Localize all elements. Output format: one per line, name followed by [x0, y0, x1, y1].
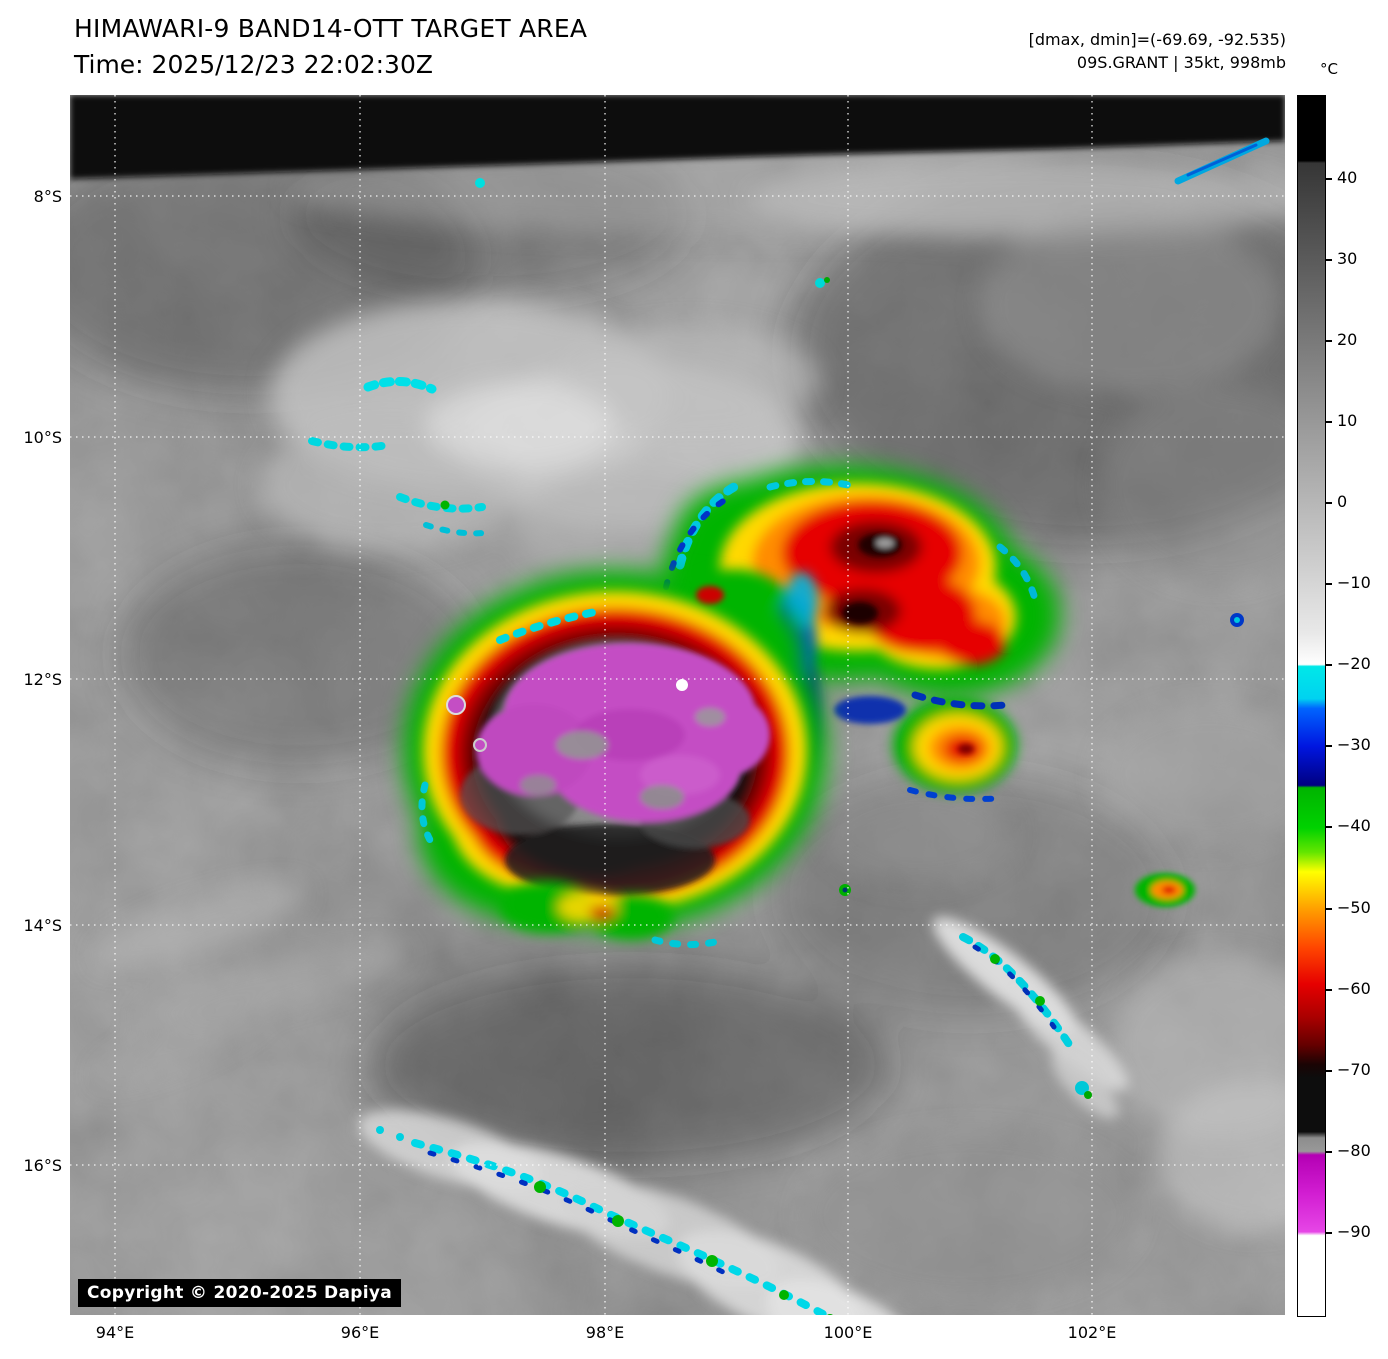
copyright-label: Copyright © 2020-2025 Dapiya — [78, 1279, 401, 1307]
colorbar-tick-mark — [1325, 421, 1332, 423]
colorbar-tick-neg-80: −80 — [1337, 1141, 1371, 1160]
lat-label-8s: 8°S — [33, 187, 62, 206]
colorbar-tick-neg-90: −90 — [1337, 1222, 1371, 1241]
dmax-dmin-readout: [dmax, dmin]=(-69.69, -92.535) — [1028, 30, 1286, 49]
colorbar-tick-mark — [1325, 989, 1332, 991]
colorbar-tick-mark — [1325, 583, 1332, 585]
lat-label-14s: 14°S — [23, 916, 62, 935]
lon-label-94e: 94°E — [95, 1323, 135, 1342]
colorbar-tick-mark — [1325, 1070, 1332, 1072]
colorbar-unit-label: °C — [1320, 60, 1338, 78]
colorbar — [1297, 95, 1326, 1317]
colorbar-tick-mark — [1325, 178, 1332, 180]
map-area: Copyright © 2020-2025 Dapiya — [70, 95, 1285, 1315]
colorbar-tick-mark — [1325, 745, 1332, 747]
colorbar-tick-mark — [1325, 340, 1332, 342]
header-right: [dmax, dmin]=(-69.69, -92.535) 09S.GRANT… — [1029, 28, 1286, 74]
colorbar-tick-30: 30 — [1337, 249, 1358, 268]
colorbar-tick-mark — [1325, 502, 1332, 504]
colorbar-tick-0: 0 — [1337, 492, 1348, 511]
satellite-image — [70, 95, 1285, 1315]
colorbar-tick-20: 20 — [1337, 330, 1358, 349]
lat-label-16s: 16°S — [23, 1156, 62, 1175]
lat-label-10s: 10°S — [23, 428, 62, 447]
colorbar-tick-mark — [1325, 259, 1332, 261]
colorbar-tick-neg-50: −50 — [1337, 898, 1371, 917]
lon-label-96e: 96°E — [340, 1323, 380, 1342]
lat-label-12s: 12°S — [23, 670, 62, 689]
product-time: Time: 2025/12/23 22:02:30Z — [74, 50, 433, 79]
colorbar-tick-mark — [1325, 664, 1332, 666]
colorbar-tick-mark — [1325, 908, 1332, 910]
lon-label-98e: 98°E — [585, 1323, 625, 1342]
storm-system — [403, 570, 827, 949]
colorbar-tick-mark — [1325, 826, 1332, 828]
light-cloud-masses — [95, 145, 1285, 1300]
lon-label-100e: 100°E — [823, 1323, 873, 1342]
colorbar-tick-mark — [1325, 1232, 1332, 1234]
colorbar-tick-neg-60: −60 — [1337, 979, 1371, 998]
colorbar-tick-mark — [1325, 1151, 1332, 1153]
product-title: HIMAWARI-9 BAND14-OTT TARGET AREA — [74, 14, 588, 43]
colorbar-tick-neg-20: −20 — [1337, 654, 1371, 673]
colorbar-tick-neg-40: −40 — [1337, 816, 1371, 835]
colorbar-tick-neg-30: −30 — [1337, 735, 1371, 754]
eye-dot — [676, 679, 688, 691]
lon-label-102e: 102°E — [1067, 1323, 1117, 1342]
cold-speckles — [308, 137, 1270, 1315]
colorbar-tick-neg-10: −10 — [1337, 573, 1371, 592]
scan-edge-band — [70, 95, 1285, 179]
storm-info: 09S.GRANT | 35kt, 998mb — [1076, 53, 1286, 72]
colorbar-tick-neg-70: −70 — [1337, 1060, 1371, 1079]
colorbar-tick-10: 10 — [1337, 411, 1358, 430]
northeast-convection — [662, 465, 1060, 802]
gridlines — [70, 95, 1285, 1315]
colorbar-tick-40: 40 — [1337, 168, 1358, 187]
